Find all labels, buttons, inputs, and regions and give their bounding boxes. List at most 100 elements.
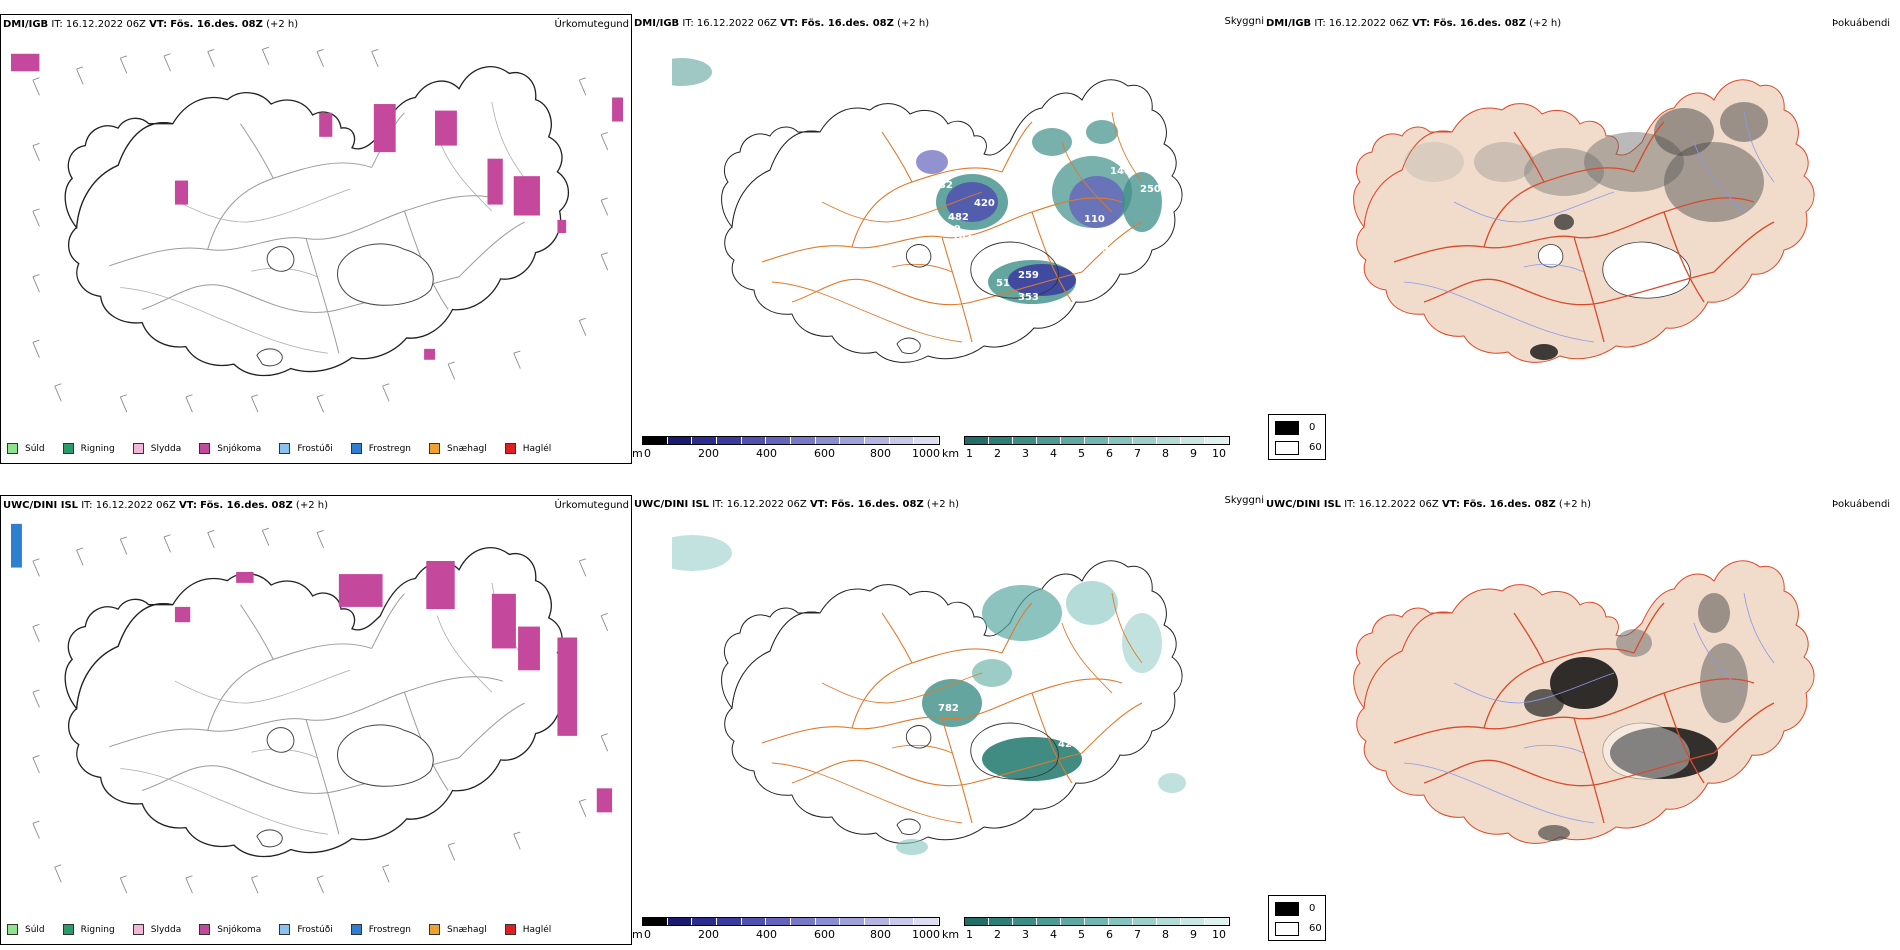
visibility-scale-tick: 4	[1050, 928, 1057, 941]
legend-item-hail: Haglél	[504, 924, 551, 935]
visibility-scale-tick: 2	[994, 447, 1001, 460]
visibility-scale-tick: 9	[1190, 447, 1197, 460]
legend-item-drizzle: Súld	[7, 443, 45, 454]
visibility-scale-tick: 1	[966, 928, 973, 941]
legend-item-rain: Rigning	[62, 443, 115, 454]
fog-index-panel-bottom: UWC/DINI ISL IT: 16.12.2022 06Z VT: Fös.…	[1264, 495, 1900, 945]
visibility-value: 259	[1018, 270, 1039, 281]
panel-title: DMI/IGB IT: 16.12.2022 06Z VT: Fös. 16.d…	[1266, 18, 1562, 29]
visibility-value: 420	[974, 198, 995, 209]
legend-item-hail: Haglél	[504, 443, 551, 454]
visibility-value: 250	[1140, 184, 1161, 195]
visibility-value: 353	[1018, 292, 1039, 303]
visibility-scale-tick: 6	[1106, 447, 1113, 460]
visibility-value: 150	[1012, 194, 1033, 205]
legend-item-freezing-drizzle: Frostúði	[279, 443, 333, 454]
visibility-value: 424	[1058, 739, 1079, 750]
visibility-value: 232	[932, 180, 953, 191]
fog-legend-swatch	[1275, 441, 1299, 455]
fog-legend-swatch	[1275, 902, 1299, 916]
visibility-scale-tick: 8	[1162, 928, 1169, 941]
precip-type-panel-top: DMI/IGB IT: 16.12.2022 06Z VT: Fös. 16.d…	[0, 14, 632, 464]
panel-variable-label: Skyggni	[1224, 16, 1264, 27]
terrain-scale-tick: 0	[644, 928, 651, 941]
visibility-scale-tick: 7	[1134, 447, 1141, 460]
snow-areas	[11, 523, 613, 813]
precip-legend: Súld Rigning Slydda Snjókoma Frostúði Fr…	[7, 443, 569, 454]
visibility-scale-tick: 3	[1022, 928, 1029, 941]
panel-title: UWC/DINI ISL IT: 16.12.2022 06Z VT: Fös.…	[1266, 499, 1591, 510]
panel-variable-label: Þokuábendi	[1832, 18, 1891, 29]
legend-item-drizzle: Súld	[7, 924, 45, 935]
terrain-scale-bar	[642, 436, 940, 445]
precip-type-map	[11, 523, 613, 894]
visibility-scale-unit: km	[942, 928, 960, 941]
visibility-value: 110	[1084, 214, 1105, 225]
visibility-value: 499	[1056, 226, 1077, 237]
panel-title: UWC/DINI ISL IT: 16.12.2022 06Z VT: Fös.…	[3, 500, 328, 511]
visibility-scale-unit: km	[942, 447, 960, 460]
legend-item-freezing-rain: Frostregn	[350, 924, 411, 935]
low-visibility-areas	[672, 58, 1162, 304]
precip-type-panel-bottom: UWC/DINI ISL IT: 16.12.2022 06Z VT: Fös.…	[0, 495, 632, 945]
visibility-panel-top: DMI/IGB IT: 16.12.2022 06Z VT: Fös. 16.d…	[632, 14, 1264, 464]
terrain-scale: m 0 200 400 600 800 1000	[632, 436, 942, 466]
visibility-scale-bar	[964, 917, 1230, 926]
visibility-scale-tick: 2	[994, 928, 1001, 941]
terrain-scale-tick: 1000	[912, 447, 940, 460]
legend-item-snow-pellets: Snæhagl	[429, 924, 487, 935]
legend-item-sleet: Slydda	[132, 443, 181, 454]
terrain-scale-tick: 200	[698, 447, 719, 460]
legend-item-freezing-rain: Frostregn	[350, 443, 411, 454]
fog-shading	[1404, 102, 1768, 360]
legend-item-snow: Snjókoma	[199, 443, 261, 454]
visibility-value: 482	[948, 212, 969, 223]
legend-item-snow-pellets: Snæhagl	[429, 443, 487, 454]
fog-legend: 0 60	[1268, 895, 1326, 941]
visibility-value: 194	[1068, 258, 1089, 269]
visibility-scale-tick: 1	[966, 447, 973, 460]
terrain-scale-tick: 0	[644, 447, 651, 460]
panel-variable-label: Úrkomutegund	[554, 19, 629, 30]
panel-variable-label: Þokuábendi	[1832, 499, 1891, 510]
terrain-scale-unit: m	[632, 447, 643, 460]
visibility-scale-tick: 9	[1190, 928, 1197, 941]
terrain-scale-tick: 400	[756, 447, 777, 460]
terrain-scale-tick: 400	[756, 928, 777, 941]
terrain-scale-tick: 800	[870, 447, 891, 460]
visibility-scale-tick: 10	[1212, 447, 1226, 460]
fog-legend-swatch	[1275, 421, 1299, 435]
visibility-scale-tick: 10	[1212, 928, 1226, 941]
terrain-scale-tick: 800	[870, 928, 891, 941]
visibility-scale-tick: 6	[1106, 928, 1113, 941]
legend-item-snow: Snjókoma	[199, 924, 261, 935]
panel-title: UWC/DINI ISL IT: 16.12.2022 06Z VT: Fös.…	[634, 499, 959, 510]
visibility-scale-tick: 7	[1134, 928, 1141, 941]
panel-variable-label: Úrkomutegund	[554, 500, 629, 511]
visibility-map: 782 424	[672, 535, 1186, 855]
terrain-scale-tick: 200	[698, 928, 719, 941]
terrain-scale-tick: 600	[814, 447, 835, 460]
fog-legend: 0 60	[1268, 414, 1326, 460]
visibility-value: 269	[1088, 244, 1109, 255]
visibility-scale-tick: 5	[1078, 447, 1085, 460]
precip-legend: Súld Rigning Slydda Snjókoma Frostúði Fr…	[7, 924, 569, 935]
visibility-scale-tick: 4	[1050, 447, 1057, 460]
panel-variable-label: Skyggni	[1224, 495, 1264, 506]
fog-legend-label: 0	[1309, 903, 1316, 914]
fog-index-map	[1353, 560, 1815, 844]
visibility-value: 782	[938, 703, 959, 714]
fog-legend-label: 60	[1309, 923, 1322, 934]
snow-areas	[11, 53, 623, 360]
visibility-map: 409 420 482 194 259 51 353 194 269 250 1…	[672, 58, 1183, 363]
terrain-scale-tick: 600	[814, 928, 835, 941]
fog-legend-swatch	[1275, 922, 1299, 936]
panel-title: DMI/IGB IT: 16.12.2022 06Z VT: Fös. 16.d…	[634, 18, 930, 29]
legend-item-sleet: Slydda	[132, 924, 181, 935]
precip-type-map	[11, 46, 623, 413]
visibility-value: 194	[952, 234, 973, 245]
visibility-scale: km 1 2 3 4 5 6 7 8 9 10	[942, 436, 1232, 466]
fog-index-map	[1353, 79, 1815, 363]
visibility-value: 51	[996, 278, 1010, 289]
fog-legend-label: 60	[1309, 442, 1322, 453]
